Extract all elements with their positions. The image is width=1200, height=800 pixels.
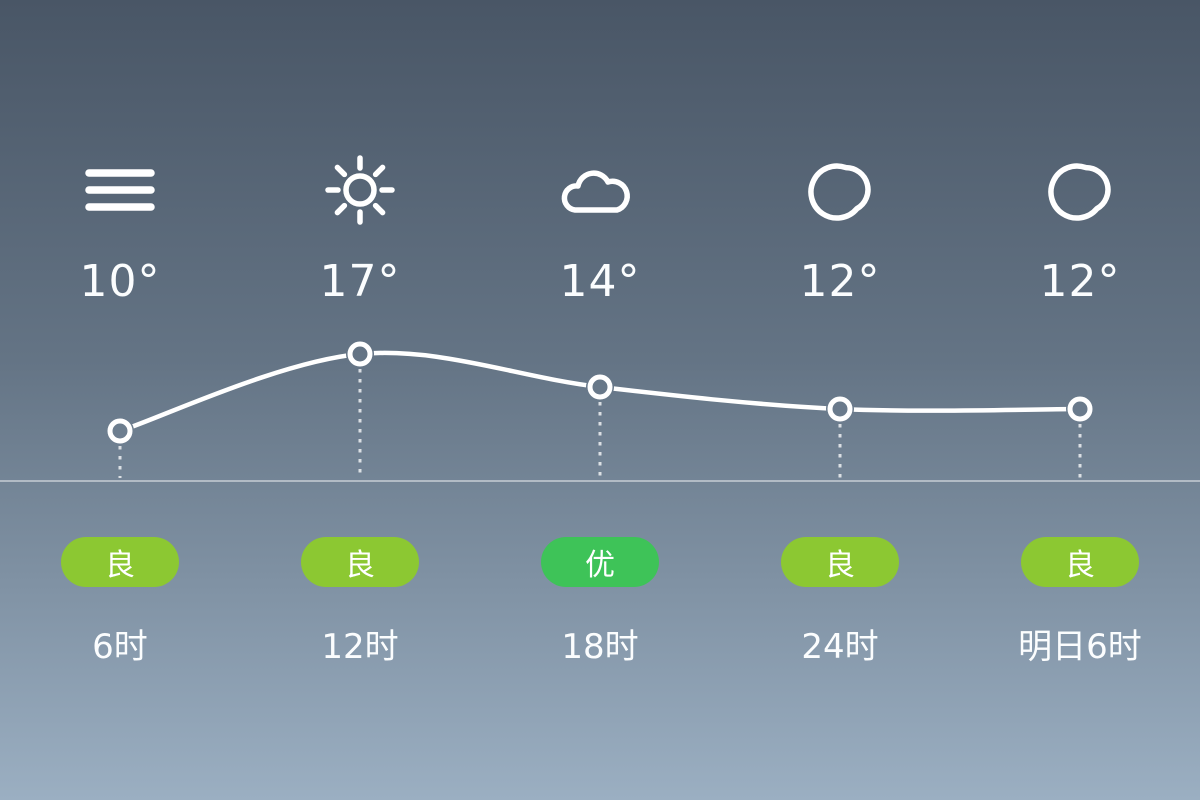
forecast-column-12h[interactable]: 17° 良 12时 (240, 0, 480, 800)
aqi-badge: 良 (301, 537, 419, 587)
temperature-label: 10° (79, 256, 161, 307)
time-label: 12时 (321, 627, 399, 667)
time-label: 18时 (561, 627, 639, 667)
temperature-label: 17° (319, 256, 401, 307)
time-label: 6时 (92, 627, 148, 667)
aqi-badge: 良 (781, 537, 899, 587)
moon-clear-icon (960, 150, 1200, 230)
moon-clear-icon (720, 150, 960, 230)
time-label: 明日6时 (1018, 627, 1142, 667)
temperature-label: 12° (799, 256, 881, 307)
forecast-column-18h[interactable]: 14° 优 18时 (480, 0, 720, 800)
forecast-column-6h[interactable]: 10° 良 6时 (0, 0, 240, 800)
haze-icon (0, 150, 240, 230)
time-label: 24时 (801, 627, 879, 667)
temperature-label: 14° (559, 256, 641, 307)
aqi-badge: 良 (61, 537, 179, 587)
cloudy-icon (480, 150, 720, 230)
sunny-icon (240, 150, 480, 230)
aqi-badge: 良 (1021, 537, 1139, 587)
aqi-badge: 优 (541, 537, 659, 587)
temperature-label: 12° (1039, 256, 1121, 307)
forecast-column-tomorrow-6h[interactable]: 12° 良 明日6时 (960, 0, 1200, 800)
forecast-column-24h[interactable]: 12° 良 24时 (720, 0, 960, 800)
